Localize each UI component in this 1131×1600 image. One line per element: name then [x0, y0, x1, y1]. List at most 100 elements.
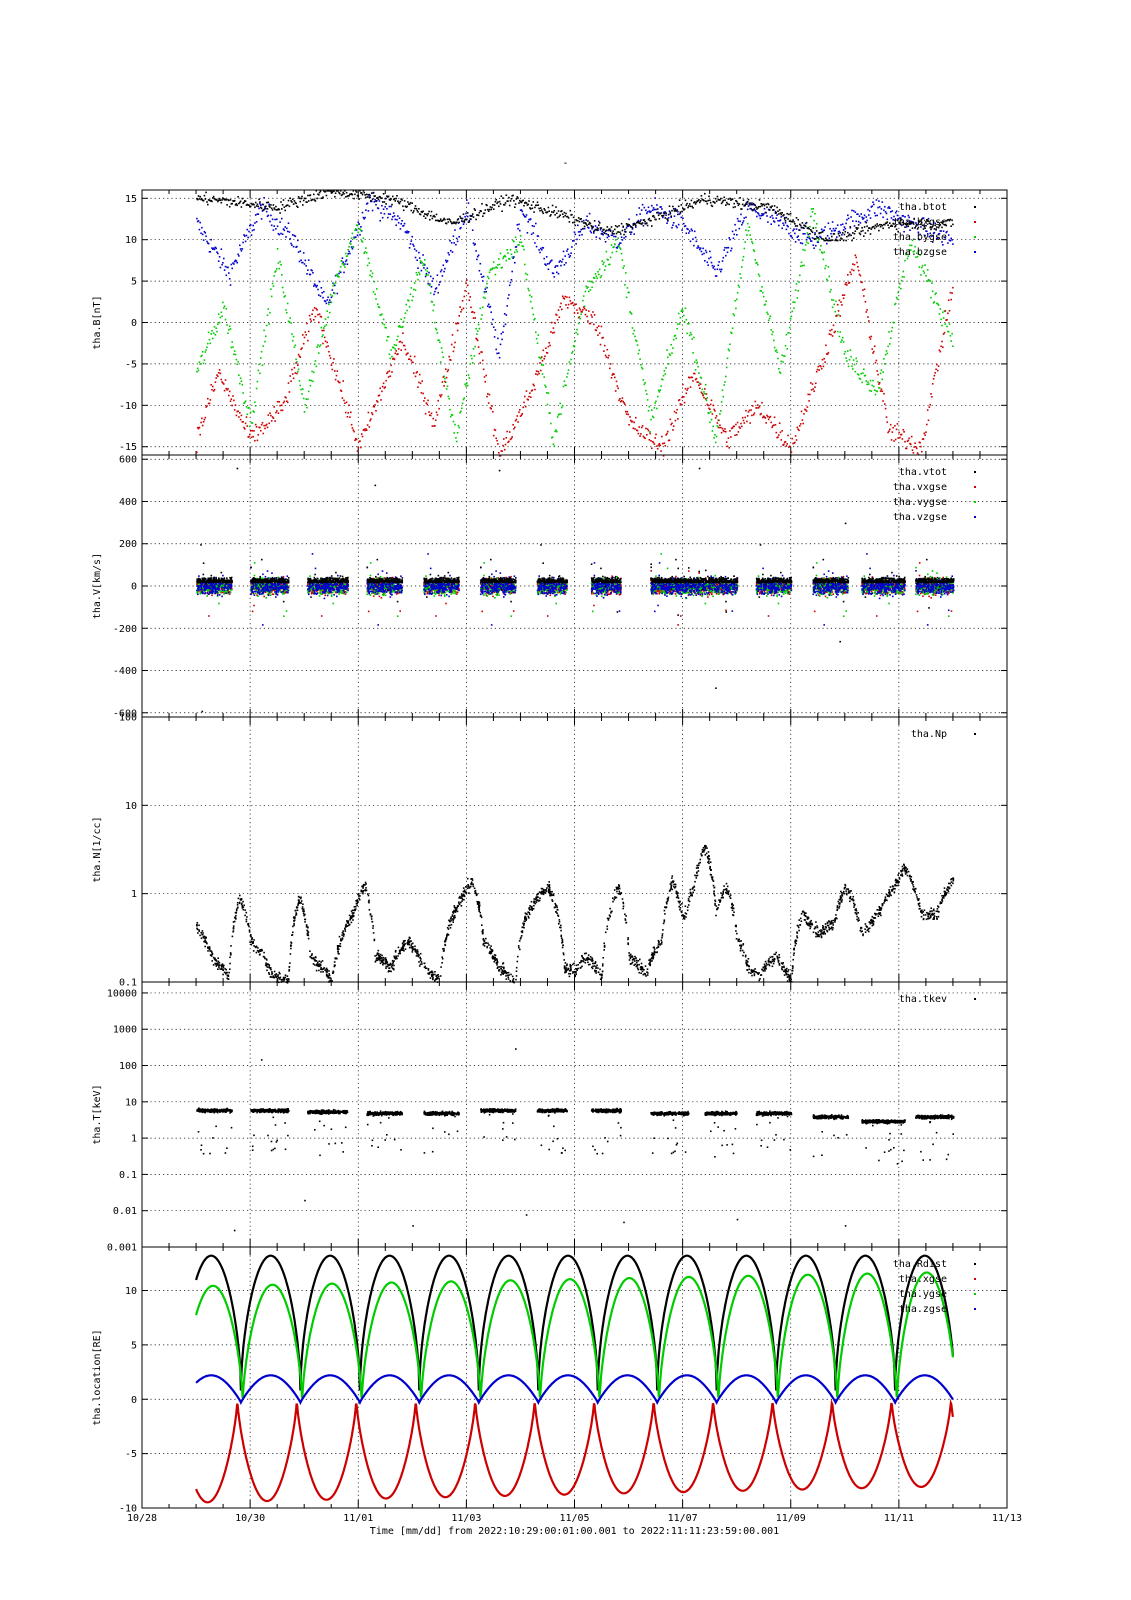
btot-point — [577, 217, 580, 219]
bzgse-point — [365, 203, 368, 205]
bxgse-point — [236, 410, 238, 413]
bxgse-point — [936, 363, 938, 366]
bzgse-point — [371, 209, 374, 212]
bygse-point — [662, 378, 664, 381]
bxgse-point — [697, 381, 699, 383]
bxgse-point — [451, 334, 454, 336]
bzgse-point — [548, 262, 550, 265]
bzgse-point — [793, 228, 795, 230]
bzgse-point — [748, 204, 751, 206]
bxgse-point — [289, 375, 291, 377]
bxgse-point — [803, 413, 805, 415]
btot-point — [402, 205, 404, 208]
bygse-point — [523, 248, 525, 251]
bzgse-point — [505, 314, 508, 316]
btot-point — [499, 203, 502, 205]
bygse-point — [344, 252, 347, 255]
bygse-point — [239, 377, 242, 379]
vygse-point — [269, 590, 272, 592]
vtot-point — [208, 580, 211, 582]
btot-point — [888, 226, 890, 229]
bygse-point — [480, 318, 482, 320]
bygse-point — [368, 262, 371, 264]
btot-point — [535, 204, 538, 207]
bzgse-point — [651, 209, 654, 211]
btot-point — [789, 212, 792, 215]
bygse-point — [898, 286, 900, 289]
bygse-point — [513, 240, 515, 243]
btot-point — [720, 202, 723, 205]
btot-point — [844, 230, 847, 233]
bxgse-point — [278, 401, 281, 403]
btot-point — [496, 202, 498, 205]
bzgse-point — [327, 296, 329, 299]
bxgse-point — [201, 424, 204, 427]
btot-point — [537, 204, 540, 206]
vtot-point — [203, 579, 205, 582]
vzgse-point — [221, 595, 223, 598]
y-tick-label: -400 — [113, 666, 137, 677]
bygse-point — [811, 211, 814, 213]
bxgse-point — [857, 269, 860, 272]
bygse-point — [574, 340, 577, 342]
btot-point — [677, 205, 680, 208]
bygse-point — [643, 383, 646, 386]
bygse-point — [916, 255, 919, 258]
bzgse-point — [502, 331, 504, 333]
bzgse-point — [674, 207, 677, 210]
bzgse-point — [346, 263, 349, 265]
vtot-point — [223, 577, 226, 579]
bxgse-point — [333, 358, 335, 360]
bygse-point — [308, 379, 311, 381]
bygse-point — [479, 307, 482, 310]
btot-point — [588, 223, 590, 226]
bzgse-point — [356, 234, 359, 236]
btot-point — [331, 191, 334, 194]
bxgse-point — [264, 427, 266, 430]
bxgse-point — [656, 447, 659, 450]
bxgse-point — [826, 353, 829, 355]
btot-point — [509, 200, 512, 202]
btot-point — [940, 221, 942, 224]
bygse-point — [483, 291, 486, 294]
bxgse-point — [259, 426, 261, 429]
bygse-point — [899, 283, 901, 285]
vtot-point — [218, 579, 220, 582]
bygse-point — [360, 229, 362, 232]
bxgse-point — [462, 307, 465, 310]
btot-point — [857, 224, 860, 226]
bxgse-point — [509, 438, 512, 441]
bzgse-point — [217, 260, 220, 262]
bzgse-point — [245, 234, 248, 237]
bygse-point — [658, 391, 661, 393]
bxgse-point — [210, 384, 212, 386]
btot-point — [219, 199, 222, 201]
bxgse-point — [407, 352, 409, 354]
bzgse-point — [280, 232, 282, 235]
btot-point — [307, 194, 309, 197]
bzgse-point — [315, 286, 318, 288]
bygse-point — [914, 245, 916, 248]
btot-point — [852, 232, 854, 234]
bxgse-point — [598, 325, 600, 327]
bxgse-point — [798, 429, 800, 432]
bygse-point — [240, 380, 243, 382]
bxgse-point — [473, 311, 476, 314]
bxgse-point — [682, 383, 684, 386]
bzgse-point — [582, 219, 585, 222]
bxgse-point — [664, 445, 667, 447]
bzgse-point — [453, 242, 455, 244]
bxgse-point — [221, 381, 223, 383]
bzgse-point — [561, 261, 563, 263]
bzgse-point — [499, 343, 502, 346]
bzgse-point — [623, 237, 625, 239]
bzgse-point — [286, 230, 289, 233]
bygse-point — [389, 357, 392, 360]
bygse-point — [704, 383, 707, 386]
bygse-point — [675, 337, 677, 340]
bygse-point — [397, 335, 399, 338]
bxgse-point — [196, 451, 198, 454]
btot-point — [424, 213, 426, 215]
btot-point — [847, 231, 849, 234]
btot-point — [501, 210, 503, 212]
